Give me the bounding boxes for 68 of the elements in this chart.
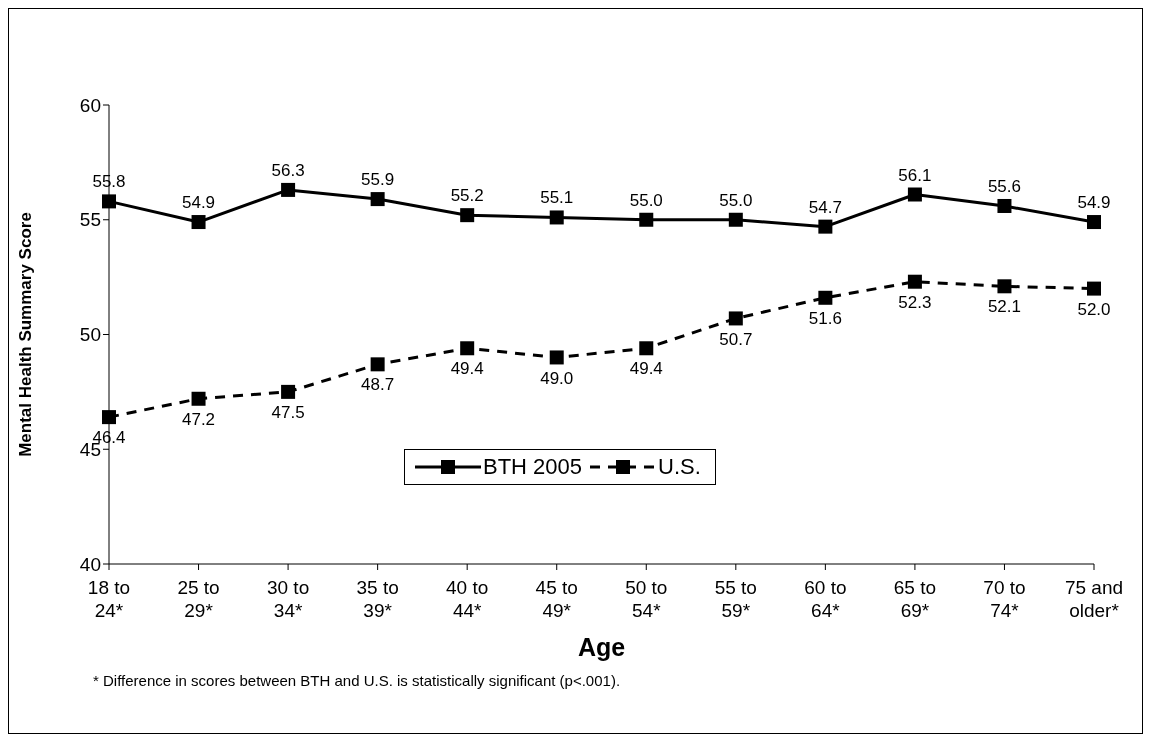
data-label: 55.8 bbox=[92, 172, 126, 192]
y-tick-label: 40 bbox=[79, 553, 101, 575]
point bbox=[1087, 281, 1101, 296]
data-label: 50.7 bbox=[719, 329, 753, 349]
point bbox=[907, 187, 922, 202]
x-tick-label: 55 to 59* bbox=[714, 577, 757, 621]
point bbox=[460, 341, 475, 356]
x-tick-label: 65 to 69* bbox=[893, 577, 937, 621]
data-label: 49.0 bbox=[540, 368, 574, 388]
data-label: 56.1 bbox=[898, 165, 932, 185]
data-label: 48.7 bbox=[361, 375, 395, 395]
data-label: 56.3 bbox=[271, 160, 305, 180]
point bbox=[639, 212, 654, 227]
data-label: 47.5 bbox=[271, 402, 305, 422]
x-tick-label: 18 to 24* bbox=[87, 577, 131, 621]
point bbox=[997, 198, 1012, 213]
data-label: 55.6 bbox=[987, 176, 1021, 196]
y-tick-label: 60 bbox=[79, 94, 101, 116]
data-label: 55.9 bbox=[361, 170, 395, 190]
data-label: 55.1 bbox=[540, 188, 574, 208]
point bbox=[281, 182, 296, 197]
data-label: 47.2 bbox=[182, 409, 216, 429]
point bbox=[370, 357, 385, 372]
x-tick-label: 45 to 49* bbox=[535, 577, 578, 621]
data-label: 52.1 bbox=[987, 297, 1021, 317]
point bbox=[818, 290, 833, 305]
point bbox=[102, 410, 116, 425]
point bbox=[460, 208, 475, 223]
x-tick-label: 35 to 39* bbox=[356, 577, 399, 621]
x-tick-label: 40 to 44* bbox=[446, 577, 489, 621]
x-tick-label: 30 to 34* bbox=[266, 577, 310, 621]
data-label: 51.6 bbox=[808, 308, 842, 328]
x-tick-label: 25 to 29* bbox=[177, 577, 220, 621]
x-tick-label: 60 to 64* bbox=[804, 577, 847, 621]
y-tick-label: 55 bbox=[79, 209, 101, 231]
x-tick-label: 75 and older* bbox=[1064, 577, 1124, 621]
x-axis-title: Age bbox=[577, 633, 626, 661]
point bbox=[1087, 215, 1101, 230]
point bbox=[997, 279, 1012, 294]
point bbox=[191, 391, 206, 406]
data-label: 49.4 bbox=[450, 359, 484, 379]
point bbox=[281, 384, 296, 399]
point bbox=[818, 219, 833, 234]
legend-label: BTH 2005 bbox=[483, 454, 583, 480]
data-label: 49.4 bbox=[629, 359, 663, 379]
x-tick-label: 50 to 54* bbox=[625, 577, 668, 621]
data-label: 54.9 bbox=[1077, 193, 1111, 213]
x-tick-label: 70 to 74* bbox=[983, 577, 1026, 621]
point bbox=[549, 210, 564, 225]
point bbox=[728, 311, 743, 326]
data-label: 54.9 bbox=[182, 193, 216, 213]
data-label: 55.0 bbox=[629, 190, 663, 210]
point bbox=[370, 192, 385, 207]
data-label: 55.2 bbox=[450, 186, 484, 206]
text: * Difference in scores between BTH and U.S. is statistically significant (p<.001). bbox=[93, 672, 621, 689]
point bbox=[549, 350, 564, 365]
data-label: 52.0 bbox=[1077, 299, 1111, 319]
point bbox=[102, 194, 116, 209]
point bbox=[728, 212, 743, 227]
legend-label: U.S. bbox=[658, 454, 701, 480]
point bbox=[907, 274, 922, 289]
y-tick-label: 50 bbox=[79, 324, 101, 346]
data-label: 54.7 bbox=[808, 197, 842, 217]
data-label: 55.0 bbox=[719, 190, 753, 210]
y-axis-title: Mental Health Summary Score bbox=[16, 212, 36, 457]
point bbox=[191, 215, 206, 230]
point bbox=[639, 341, 654, 356]
data-label: 52.3 bbox=[898, 292, 932, 312]
